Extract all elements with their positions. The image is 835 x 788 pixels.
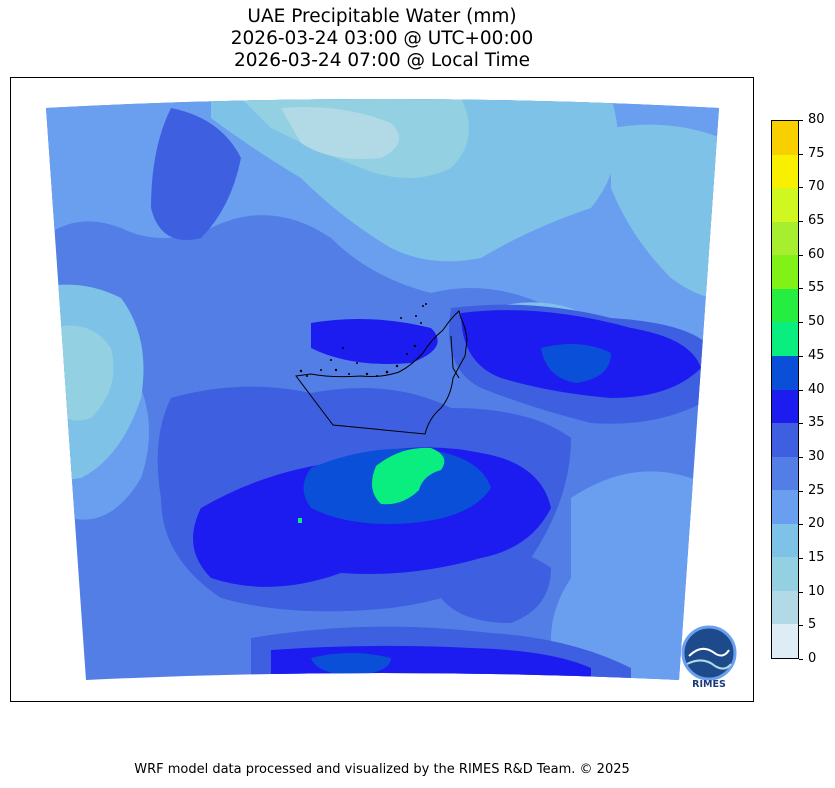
contour-fill-45: [372, 447, 445, 505]
colorbar-tick-label: 10: [799, 583, 835, 599]
contour-fill-40: [541, 344, 611, 383]
tick-text: 80: [808, 112, 825, 127]
colorbar-segment: [772, 389, 798, 424]
colorbar-segment: [772, 490, 798, 524]
chart-title: UAE Precipitable Water (mm) 2026-03-24 0…: [10, 6, 754, 72]
uae-outline: [295, 310, 468, 435]
contour-fill-45: [298, 518, 302, 523]
coastal-islands: [299, 303, 427, 377]
contour-fill-30: [151, 108, 241, 240]
tick-text: 65: [808, 213, 825, 229]
title-line-3: 2026-03-24 07:00 @ Local Time: [233, 50, 531, 71]
colorbar-segment: [772, 590, 798, 625]
colorbar-tick-label: 40: [799, 381, 835, 397]
colorbar-tick-label: 65: [799, 214, 835, 228]
colorbar-segment: [772, 355, 798, 390]
uae-inner-border: [450, 335, 460, 379]
contour-fill-30: [441, 550, 551, 623]
colorbar-tick-label: 0: [799, 652, 835, 666]
colorbar-segment: [772, 624, 798, 658]
colorbar-tick-label: 70: [799, 180, 835, 194]
colorbar-segment: [772, 121, 798, 155]
colorbar-tick-label: 45: [799, 347, 835, 363]
map-panel: RIMES: [10, 77, 754, 702]
contour-fill-5: [281, 107, 399, 159]
colorbar-tick-label: 50: [799, 315, 835, 329]
tick-text: 50: [808, 314, 825, 330]
colorbar-tick-label: 75: [799, 145, 835, 161]
map-canvas: RIMES: [46, 99, 737, 690]
colorbar-tick-label: 25: [799, 482, 835, 498]
logo-text: RIMES: [692, 679, 726, 690]
tick-text: 10: [808, 583, 825, 599]
tick-text: 20: [808, 516, 825, 532]
tick-text: 35: [808, 415, 825, 431]
footer-credit: WRF model data processed and visualized …: [134, 762, 630, 777]
tick-text: 55: [808, 280, 825, 296]
logo-wave: [688, 647, 730, 657]
tick-text: 45: [808, 347, 825, 363]
colorbar-tick-label: 80: [799, 113, 835, 127]
colorbar-segment: [772, 523, 798, 558]
tick-text: 40: [808, 381, 825, 397]
colorbar-tick-label: 30: [799, 448, 835, 464]
colorbar-ticks: 0 5 10 15 20 25 30 35 40 45 50 55 60 65 70 75 80: [799, 113, 835, 666]
tick-text: 30: [808, 448, 825, 464]
tick-text: 60: [808, 246, 825, 262]
colorbar-segment: [772, 557, 798, 591]
colorbar-segment: [772, 188, 798, 222]
title-line-2: 2026-03-24 03:00 @ UTC+00:00: [230, 28, 534, 49]
uae-boundary: [295, 310, 468, 435]
colorbar-segment: [772, 456, 798, 491]
tick-text: 25: [808, 482, 825, 498]
tick-text: 70: [808, 179, 825, 195]
contour-fill-35: [311, 319, 438, 364]
logo-emblem: [681, 625, 737, 681]
colorbar-segment: [772, 423, 798, 457]
colorbar-segment: [772, 288, 798, 323]
colorbar-tick-label: 60: [799, 246, 835, 262]
colorbar-segment: [772, 154, 798, 189]
tick-text: 15: [808, 549, 825, 565]
tick-text: 0: [808, 651, 817, 666]
precipitable-water-field: [46, 99, 719, 680]
rimes-logo: RIMES: [681, 625, 737, 690]
colorbar-tick-label: 15: [799, 549, 835, 565]
contour-fill-40: [311, 653, 391, 676]
colorbar-tick-label: 55: [799, 281, 835, 295]
contour-fill-10: [51, 325, 114, 421]
colorbar-segment: [772, 255, 798, 289]
colorbar-tick-label: 20: [799, 517, 835, 531]
tick-text: 75: [808, 145, 825, 161]
colorbar: [771, 120, 799, 659]
logo-wave: [686, 659, 732, 670]
tick-text: 5: [808, 617, 817, 633]
title-line-1: UAE Precipitable Water (mm): [247, 6, 517, 27]
colorbar-segment: [772, 322, 798, 356]
colorbar-tick-label: 35: [799, 416, 835, 430]
colorbar-tick-label: 5: [799, 618, 835, 632]
colorbar-segment: [772, 221, 798, 256]
